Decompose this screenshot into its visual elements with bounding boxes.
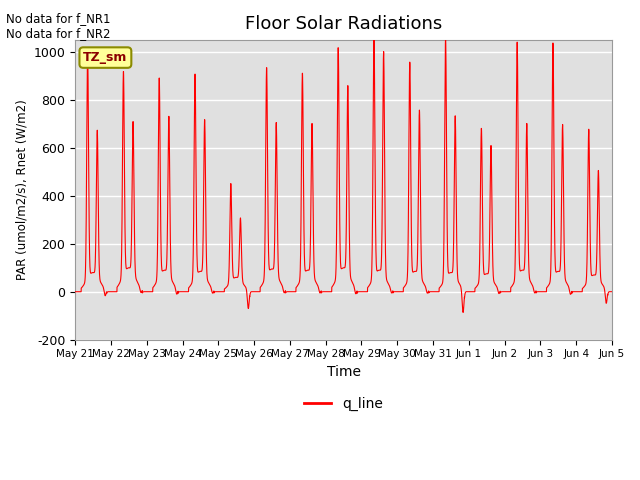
Text: TZ_sm: TZ_sm bbox=[83, 51, 127, 64]
Legend: q_line: q_line bbox=[298, 391, 389, 417]
X-axis label: Time: Time bbox=[326, 365, 360, 379]
Title: Floor Solar Radiations: Floor Solar Radiations bbox=[245, 15, 442, 33]
Text: No data for f_NR1
No data for f_NR2: No data for f_NR1 No data for f_NR2 bbox=[6, 12, 111, 40]
Y-axis label: PAR (umol/m2/s), Rnet (W/m2): PAR (umol/m2/s), Rnet (W/m2) bbox=[15, 99, 28, 280]
